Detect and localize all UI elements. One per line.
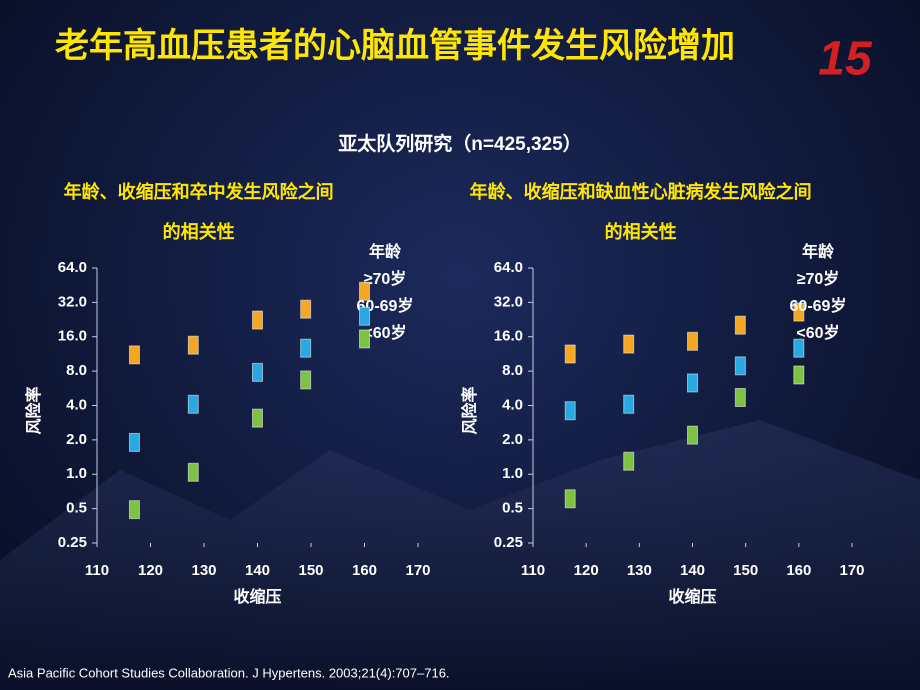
y-tick-label: 32.0 — [58, 293, 87, 310]
x-tick-label: 110 — [521, 562, 545, 579]
x-tick-label: 120 — [574, 562, 599, 579]
chart-title: 年龄、收缩压和卒中发生风险之间的相关性 — [63, 182, 334, 242]
x-tick-label: 150 — [298, 562, 323, 579]
y-tick-label: 8.0 — [66, 362, 87, 379]
data-point — [793, 365, 805, 385]
data-point — [252, 408, 263, 428]
y-tick-label: 2.0 — [502, 431, 523, 448]
x-tick-label: 160 — [786, 562, 811, 579]
legend-title: 年龄 — [802, 242, 835, 261]
data-point — [623, 334, 635, 354]
citation: Asia Pacific Cohort Studies Collaboratio… — [8, 665, 450, 680]
data-point — [623, 394, 635, 414]
y-tick-label: 0.25 — [58, 534, 87, 551]
data-point — [564, 401, 576, 421]
data-point — [793, 338, 805, 358]
data-point — [252, 310, 263, 330]
data-point — [300, 338, 312, 358]
background-hills — [0, 420, 920, 690]
data-point — [564, 344, 576, 364]
y-tick-label: 2.0 — [66, 431, 87, 448]
legend-label: 60-69岁 — [357, 296, 414, 315]
y-tick-label: 32.0 — [494, 293, 523, 310]
legend-label: <60岁 — [363, 323, 406, 342]
subtitle: 亚太队列研究（n=425,325） — [338, 132, 581, 155]
data-point — [734, 356, 746, 376]
x-tick-label: 130 — [627, 562, 652, 579]
x-tick-label: 140 — [245, 562, 270, 579]
data-point — [128, 432, 140, 452]
data-point — [359, 306, 370, 326]
y-axis-label: 风险率 — [460, 386, 479, 434]
x-tick-label: 130 — [191, 562, 216, 579]
y-tick-label: 64.0 — [494, 259, 523, 276]
x-tick-label: 170 — [405, 562, 430, 579]
x-tick-label: 140 — [680, 562, 705, 579]
data-point — [734, 315, 746, 335]
data-point — [187, 394, 199, 414]
y-tick-label: 0.25 — [494, 534, 523, 551]
y-tick-label: 1.0 — [502, 465, 523, 482]
legend-title: 年龄 — [369, 242, 402, 261]
data-point — [300, 299, 312, 319]
y-tick-label: 16.0 — [494, 328, 523, 345]
legend-label: ≥70岁 — [364, 269, 407, 288]
data-point — [359, 281, 370, 301]
slide-title: 老年高血压患者的心脑血管事件发生风险增加 — [55, 27, 735, 65]
data-point — [687, 425, 698, 445]
x-axis-label: 收缩压 — [668, 587, 716, 606]
data-point — [187, 335, 199, 355]
data-point — [187, 462, 199, 482]
data-point — [564, 489, 576, 509]
data-point — [734, 388, 746, 408]
legend-label: 60-69岁 — [790, 296, 847, 315]
data-point — [359, 329, 370, 349]
y-tick-label: 1.0 — [66, 465, 87, 482]
data-point — [687, 331, 698, 351]
data-point — [128, 345, 140, 365]
legend-label: <60岁 — [796, 323, 839, 342]
data-point — [623, 451, 635, 471]
data-point — [300, 370, 312, 390]
y-tick-label: 4.0 — [502, 396, 523, 413]
y-tick-label: 16.0 — [58, 328, 87, 345]
x-tick-label: 160 — [352, 562, 377, 579]
data-point — [252, 362, 263, 382]
x-axis-label: 收缩压 — [233, 587, 281, 606]
x-tick-label: 150 — [733, 562, 758, 579]
logo: 15 — [818, 33, 873, 86]
x-tick-label: 120 — [138, 562, 163, 579]
y-axis-label: 风险率 — [24, 386, 43, 434]
chart-title: 年龄、收缩压和缺血性心脏病发生风险之间的相关性 — [469, 182, 812, 242]
data-point — [128, 500, 140, 520]
legend-label: ≥70岁 — [797, 269, 840, 288]
data-point — [687, 373, 698, 393]
y-tick-label: 0.5 — [502, 500, 523, 517]
y-tick-label: 8.0 — [502, 362, 523, 379]
x-tick-label: 110 — [85, 562, 109, 579]
x-tick-label: 170 — [839, 562, 864, 579]
data-point — [793, 302, 805, 322]
y-tick-label: 4.0 — [66, 396, 87, 413]
y-tick-label: 0.5 — [66, 500, 87, 517]
y-tick-label: 64.0 — [58, 259, 87, 276]
